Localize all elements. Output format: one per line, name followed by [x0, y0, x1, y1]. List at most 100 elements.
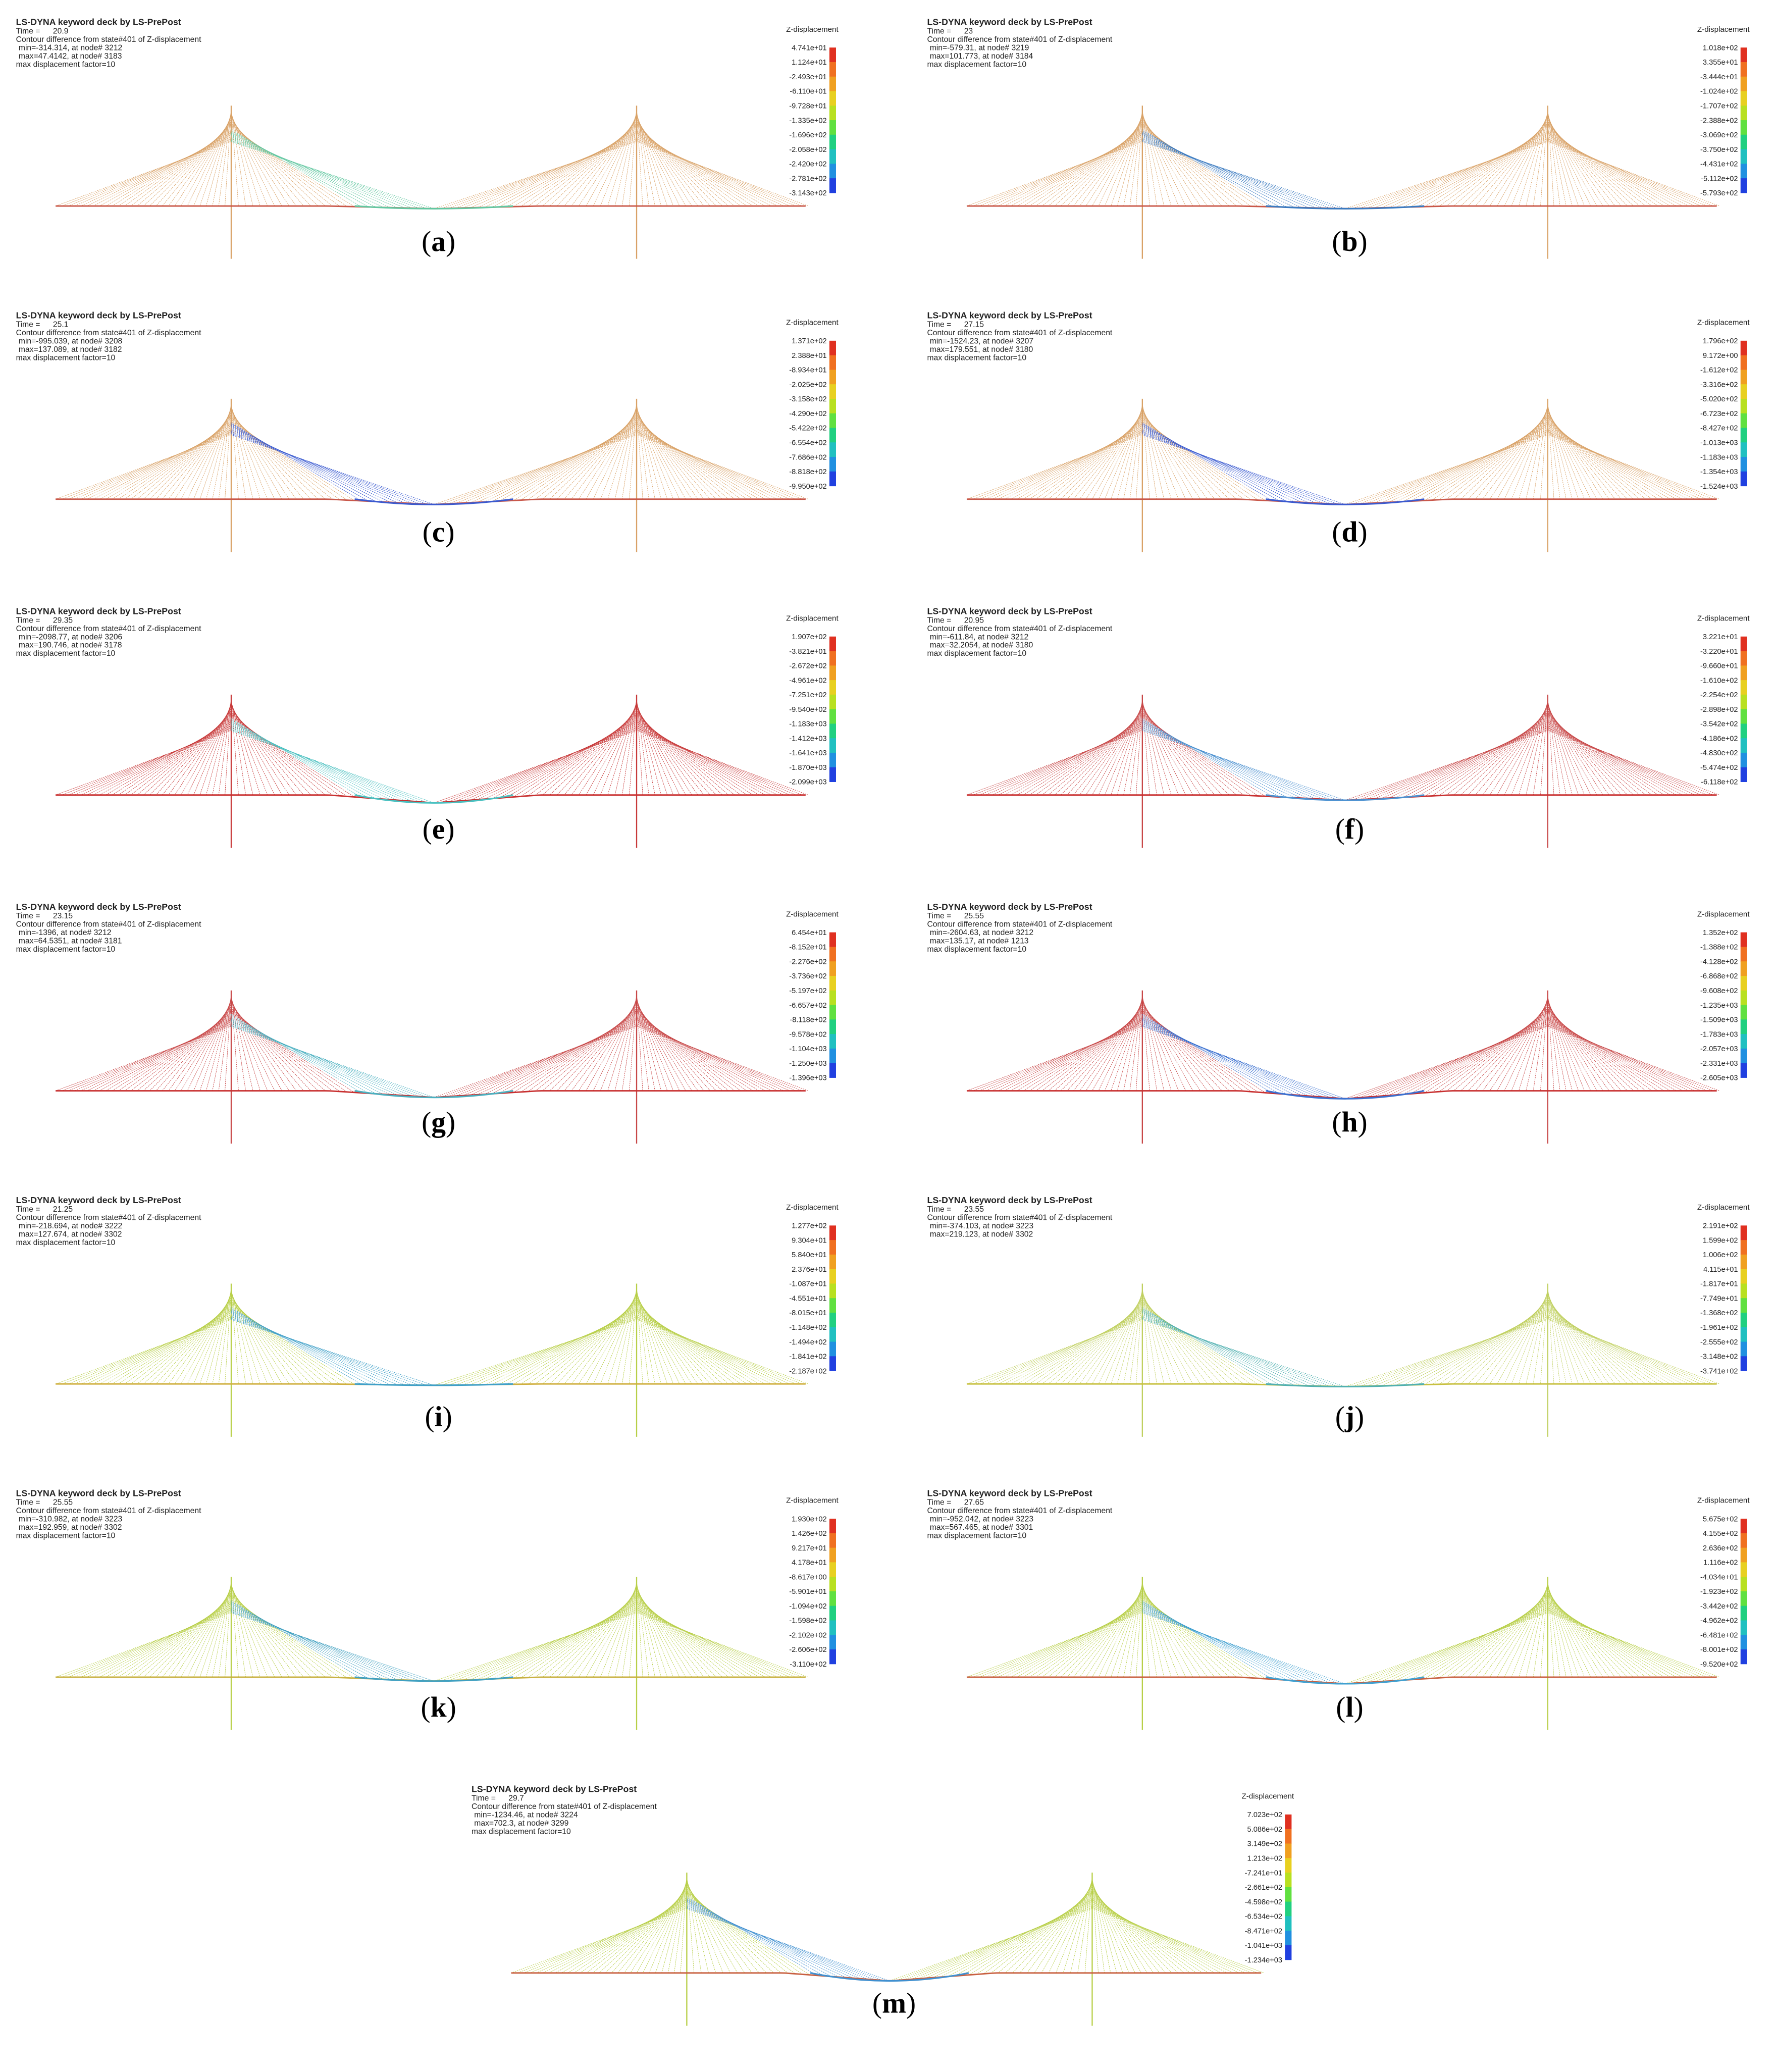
cable [231, 132, 377, 208]
cable [1547, 1314, 1695, 1384]
cable [600, 1292, 637, 1384]
cable [1142, 1304, 1251, 1385]
cable [636, 425, 760, 500]
cable [1547, 729, 1713, 796]
cable [55, 434, 232, 500]
cable [124, 421, 232, 500]
cable [1547, 1012, 1646, 1091]
cable [1504, 704, 1548, 795]
cable [636, 434, 809, 500]
panel-label-part: i [435, 1401, 443, 1433]
cable [1547, 1311, 1677, 1384]
cable [68, 728, 232, 796]
cable [636, 1612, 809, 1678]
cable [231, 115, 275, 206]
cable [1547, 1294, 1591, 1384]
cable [1547, 428, 1689, 500]
cable [231, 724, 398, 801]
legend-label: -9.728e+01 [789, 102, 826, 110]
cable [231, 1599, 355, 1679]
legend-label: -1.610e+02 [1700, 677, 1738, 685]
cable [593, 1586, 637, 1678]
cable [1547, 430, 1695, 500]
legend-swatch [1740, 47, 1747, 63]
cable [1067, 1007, 1143, 1091]
deck-mid [810, 1972, 969, 1982]
cable [492, 425, 637, 502]
cable [528, 1010, 637, 1092]
cable [1142, 1597, 1251, 1678]
cable [976, 1894, 1092, 1975]
cable [434, 141, 637, 209]
cable [636, 720, 760, 796]
cable [1123, 1583, 1143, 1678]
header-line: Contour difference from state#401 of Z-d… [927, 1213, 1112, 1222]
cable [231, 1021, 405, 1096]
cable [231, 1296, 290, 1384]
cable [130, 420, 232, 500]
cable [542, 1902, 687, 1974]
cable [1547, 140, 1713, 206]
cable [1142, 1292, 1179, 1384]
cable [231, 712, 326, 795]
cable [1475, 413, 1548, 500]
cable [1547, 724, 1689, 796]
cable [484, 722, 637, 800]
cable [1547, 1607, 1689, 1678]
cable [231, 998, 260, 1091]
cable [187, 1001, 232, 1091]
legend-swatch [1740, 1591, 1747, 1607]
cable [1142, 430, 1317, 503]
cable [193, 1000, 232, 1091]
cable [1092, 1902, 1233, 1974]
cable [99, 1604, 232, 1678]
cable [1547, 421, 1652, 500]
cable [231, 1005, 304, 1091]
legend-title: Z-displacement [1697, 1496, 1750, 1505]
cable [231, 715, 340, 796]
header-line: max=127.674, at node# 3302 [19, 1230, 122, 1238]
legend-label: -5.197e+02 [789, 987, 826, 995]
cable [1547, 713, 1634, 795]
cable [636, 1019, 772, 1091]
panel-label-part: ( [1336, 1691, 1345, 1723]
legend-label: -9.520e+02 [1700, 1661, 1738, 1669]
panel-label-part: ) [445, 813, 454, 845]
legend-label: 1.213e+02 [1247, 1854, 1283, 1862]
time-label: Time = [16, 1498, 40, 1507]
cable [1475, 1005, 1548, 1091]
cable [1432, 127, 1548, 207]
cable [1547, 1312, 1683, 1384]
legend-label: 4.741e+01 [792, 44, 827, 52]
cable [231, 403, 246, 499]
cable [68, 432, 232, 500]
cable [1345, 141, 1548, 209]
cable [636, 1595, 723, 1678]
cable [686, 1877, 702, 1973]
cable [548, 1901, 687, 1974]
legend-label: -4.128e+02 [1700, 958, 1738, 966]
cable [225, 994, 232, 1091]
cable [1023, 1601, 1143, 1678]
legend-swatch [1285, 1887, 1292, 1902]
cable [636, 1598, 735, 1678]
legend-swatch [1740, 149, 1747, 164]
cable [593, 1293, 637, 1384]
cable [1135, 109, 1143, 206]
cable [1142, 1316, 1324, 1386]
cable [636, 1317, 796, 1384]
header-line: max displacement factor=10 [927, 945, 1026, 954]
legend-label: -8.015e+01 [789, 1309, 826, 1317]
cable [118, 1600, 232, 1678]
cable [1123, 405, 1143, 499]
legend-label: -4.034e+01 [1700, 1573, 1738, 1581]
cable [1017, 1603, 1143, 1678]
legend-swatch [1285, 1829, 1292, 1844]
legend-label: -1.234e+03 [1245, 1956, 1282, 1964]
cable [231, 1025, 427, 1098]
